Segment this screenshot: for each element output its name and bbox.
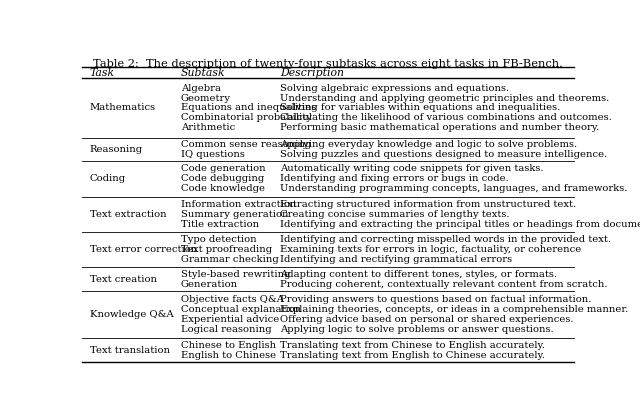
Text: Code debugging: Code debugging: [180, 174, 264, 183]
Text: Identifying and extracting the principal titles or headings from documents: Identifying and extracting the principal…: [280, 220, 640, 229]
Text: Identifying and correcting misspelled words in the provided text.: Identifying and correcting misspelled wo…: [280, 236, 611, 244]
Text: Logical reasoning: Logical reasoning: [180, 325, 271, 334]
Text: Solving puzzles and questions designed to measure intelligence.: Solving puzzles and questions designed t…: [280, 150, 607, 159]
Text: English to Chinese: English to Chinese: [180, 351, 276, 360]
Text: Automatically writing code snippets for given tasks.: Automatically writing code snippets for …: [280, 164, 543, 173]
Text: Producing coherent, contextually relevant content from scratch.: Producing coherent, contextually relevan…: [280, 280, 607, 289]
Text: Style-based rewriting: Style-based rewriting: [180, 270, 290, 279]
Text: Conceptual explanation: Conceptual explanation: [180, 305, 301, 314]
Text: Identifying and rectifying grammatical errors: Identifying and rectifying grammatical e…: [280, 255, 512, 264]
Text: Understanding programming concepts, languages, and frameworks.: Understanding programming concepts, lang…: [280, 184, 627, 193]
Text: Examining texts for errors in logic, factuality, or coherence: Examining texts for errors in logic, fac…: [280, 245, 581, 254]
Text: Identifying and fixing errors or bugs in code.: Identifying and fixing errors or bugs in…: [280, 174, 509, 183]
Text: Chinese to English: Chinese to English: [180, 341, 276, 350]
Text: Subtask: Subtask: [180, 67, 225, 78]
Text: Translating text from English to Chinese accurately.: Translating text from English to Chinese…: [280, 351, 545, 360]
Text: Text proofreading: Text proofreading: [180, 245, 272, 254]
Text: Solving for variables within equations and inequalities.: Solving for variables within equations a…: [280, 104, 560, 113]
Text: Text error correction: Text error correction: [90, 245, 197, 254]
Text: Code generation: Code generation: [180, 164, 266, 173]
Text: Translating text from Chinese to English accurately.: Translating text from Chinese to English…: [280, 341, 545, 350]
Text: Text translation: Text translation: [90, 346, 170, 355]
Text: Code knowledge: Code knowledge: [180, 184, 265, 193]
Text: Mathematics: Mathematics: [90, 104, 156, 113]
Text: Table 2:  The description of twenty-four subtasks across eight tasks in FB-Bench: Table 2: The description of twenty-four …: [93, 60, 563, 69]
Text: Information extraction: Information extraction: [180, 200, 296, 209]
Text: Performing basic mathematical operations and number theory.: Performing basic mathematical operations…: [280, 123, 599, 132]
Text: Geometry: Geometry: [180, 94, 230, 103]
Text: Experiential advice: Experiential advice: [180, 315, 279, 324]
Text: Task: Task: [90, 67, 115, 78]
Text: Reasoning: Reasoning: [90, 145, 143, 154]
Text: Text extraction: Text extraction: [90, 210, 166, 219]
Text: Generation: Generation: [180, 280, 238, 289]
Text: Solving algebraic expressions and equations.: Solving algebraic expressions and equati…: [280, 83, 509, 92]
Text: Offering advice based on personal or shared experiences.: Offering advice based on personal or sha…: [280, 315, 573, 324]
Text: IQ questions: IQ questions: [180, 150, 244, 159]
Text: Calculating the likelihood of various combinations and outcomes.: Calculating the likelihood of various co…: [280, 113, 612, 122]
Text: Grammar checking: Grammar checking: [180, 255, 278, 264]
Text: Understanding and applying geometric principles and theorems.: Understanding and applying geometric pri…: [280, 94, 609, 103]
Text: Combinatorial probability: Combinatorial probability: [180, 113, 312, 122]
Text: Algebra: Algebra: [180, 83, 221, 92]
Text: Knowledge Q&A: Knowledge Q&A: [90, 310, 173, 319]
Text: Applying everyday knowledge and logic to solve problems.: Applying everyday knowledge and logic to…: [280, 140, 577, 149]
Text: Adapting content to different tones, styles, or formats.: Adapting content to different tones, sty…: [280, 270, 557, 279]
Text: Providing answers to questions based on factual information.: Providing answers to questions based on …: [280, 296, 591, 305]
Text: Arithmetic: Arithmetic: [180, 123, 235, 132]
Text: Description: Description: [280, 67, 344, 78]
Text: Equations and inequalities: Equations and inequalities: [180, 104, 316, 113]
Text: Creating concise summaries of lengthy texts.: Creating concise summaries of lengthy te…: [280, 210, 509, 219]
Text: Title extraction: Title extraction: [180, 220, 259, 229]
Text: Extracting structured information from unstructured text.: Extracting structured information from u…: [280, 200, 576, 209]
Text: Summary generation: Summary generation: [180, 210, 288, 219]
Text: Applying logic to solve problems or answer questions.: Applying logic to solve problems or answ…: [280, 325, 554, 334]
Text: Explaining theories, concepts, or ideas in a comprehensible manner.: Explaining theories, concepts, or ideas …: [280, 305, 628, 314]
Text: Common sense reasoning: Common sense reasoning: [180, 140, 311, 149]
Text: Objective facts Q&A: Objective facts Q&A: [180, 296, 284, 305]
Text: Typo detection: Typo detection: [180, 236, 256, 244]
Text: Text creation: Text creation: [90, 275, 157, 284]
Text: Coding: Coding: [90, 174, 126, 183]
